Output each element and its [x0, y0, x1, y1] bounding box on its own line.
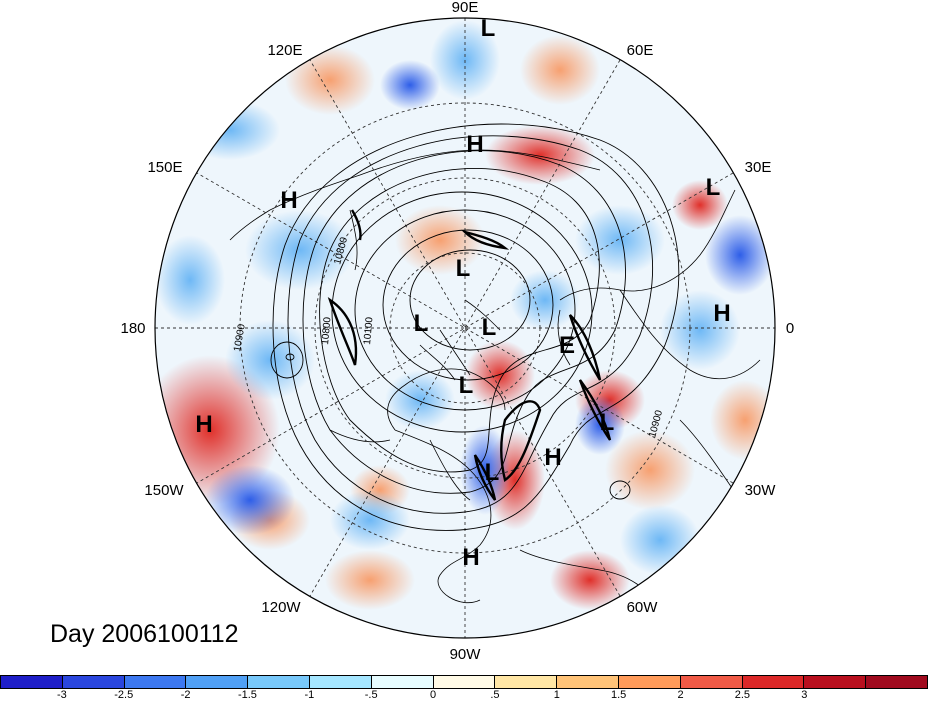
lon-label-120e: 120E	[267, 42, 302, 59]
colorbar-swatch	[433, 676, 496, 688]
lon-label-90e: 90E	[452, 0, 479, 16]
pressure-center-low: L	[456, 255, 471, 282]
colorbar-tick-label: -2.5	[114, 689, 134, 701]
pressure-center-low: L	[414, 310, 429, 337]
colorbar-tick-label: -1	[304, 689, 315, 701]
colorbar-swatches	[0, 675, 928, 689]
colorbar-swatch	[371, 676, 434, 688]
lon-label-60e: 60E	[627, 42, 654, 59]
colorbar-tick-label: 2.5	[734, 689, 751, 701]
colorbar-swatch	[124, 676, 187, 688]
colorbar-swatch	[62, 676, 125, 688]
pressure-center-high: H	[544, 444, 561, 471]
lon-label-150w: 150W	[144, 482, 184, 499]
colorbar-tick-label: 1	[553, 689, 560, 701]
colorbar-tick-label: -2	[180, 689, 191, 701]
pressure-center-high: H	[195, 411, 212, 438]
pressure-center-high: H	[280, 187, 297, 214]
colorbar-swatch	[186, 676, 249, 688]
colorbar-tick-label: .5	[490, 689, 500, 701]
lon-label-120w: 120W	[261, 599, 301, 616]
colorbar-tick-label: -3	[56, 689, 67, 701]
pressure-center-low: L	[482, 314, 497, 341]
lon-label-150e: 150E	[147, 159, 182, 176]
colorbar-ticks: -3 -2.5 -2 -1.5 -1 -.5 0 .5 1 1.5 2 2.5 3	[0, 689, 928, 702]
pressure-center-high: H	[462, 544, 479, 571]
pressure-center-high: H	[713, 300, 730, 327]
colorbar-swatch	[804, 676, 867, 688]
contour-label: 10800	[320, 316, 333, 345]
colorbar-swatch	[557, 676, 619, 688]
colorbar-tick-label: 2	[677, 689, 684, 701]
colorbar-swatch	[1, 676, 63, 688]
colorbar-tick-label: -1.5	[237, 689, 257, 701]
lon-label-180: 180	[120, 320, 145, 337]
graticule	[155, 18, 775, 638]
pressure-center-low: L	[481, 15, 496, 42]
polar-map: 90E 60E 120E 30E 150E 0 180 30W 150W 60W…	[120, 0, 794, 663]
lon-label-30w: 30W	[745, 482, 777, 499]
lon-label-0: 0	[786, 320, 794, 337]
date-title: Day 2006100112	[50, 620, 239, 648]
colorbar-tick-label: 0	[430, 689, 437, 701]
longitude-labels: 90E 60E 120E 30E 150E 0 180 30W 150W 60W…	[120, 0, 794, 663]
height-contours	[270, 123, 680, 531]
pressure-centers: L H H L L H L L L E L L H H H	[195, 15, 730, 571]
colorbar-swatch	[742, 676, 805, 688]
pressure-center-low: L	[485, 459, 500, 486]
pressure-center-low: L	[706, 174, 721, 201]
colorbar-swatch	[680, 676, 743, 688]
colorbar-tick-label: 3	[801, 689, 808, 701]
colorbar-swatch	[309, 676, 372, 688]
contour-label: 10900	[232, 323, 248, 353]
colorbar-swatch	[618, 676, 681, 688]
jet-contours	[327, 209, 612, 501]
lon-label-30e: 30E	[745, 159, 772, 176]
colorbar-tick-label: 1.5	[611, 689, 627, 701]
colorbar-swatch	[866, 676, 927, 688]
colorbar-swatch	[248, 676, 310, 688]
pressure-center-low: L	[459, 372, 474, 399]
map-border	[154, 17, 776, 639]
contour-label: 10100	[362, 316, 375, 345]
pressure-center-low: L	[600, 409, 615, 436]
contour-labels: 10800 10800 10900 10900 10100	[232, 236, 665, 439]
pressure-center-e: E	[559, 332, 575, 359]
colorbar-tick-label: -.5	[364, 689, 378, 701]
lon-label-90w: 90W	[450, 646, 482, 663]
colorbar-swatch	[495, 676, 558, 688]
colorbar: -3 -2.5 -2 -1.5 -1 -.5 0 .5 1 1.5 2 2.5 3	[0, 675, 928, 702]
lon-label-60w: 60W	[627, 599, 659, 616]
pressure-center-high: H	[466, 131, 483, 158]
